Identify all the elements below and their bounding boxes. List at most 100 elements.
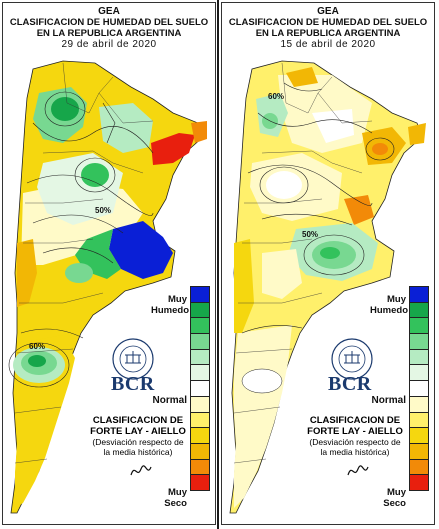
zone-west-dry: [234, 239, 254, 333]
legend-swatch-8: [409, 396, 429, 413]
legend-swatch-10: [409, 428, 429, 444]
title-org: GEA: [317, 6, 339, 17]
classification-line-4: la media histórica): [320, 447, 390, 457]
signature-icon: [130, 465, 152, 476]
soil-moisture-map-april-15: 60% 50%: [229, 60, 426, 514]
legend-color-scale: [190, 286, 210, 491]
classification-line-1: CLASIFICACION DE: [309, 415, 401, 426]
legend-dry-label-line-2: Seco: [383, 498, 406, 509]
bcr-seal-icon: [331, 338, 373, 380]
zone-misiones-dry: [408, 123, 426, 145]
zone-la-pampa-pale: [262, 249, 302, 299]
zone-patagonia-center: [241, 368, 283, 394]
zone-northwest-core: [51, 97, 79, 121]
classification-note: CLASIFICACION DE FORTE LAY - AIELLO (Des…: [300, 415, 410, 457]
zone-la-pampa-wet: [65, 263, 93, 283]
zone-north-white: [312, 109, 354, 143]
province-borders: [14, 62, 154, 464]
province-borders: [233, 62, 373, 464]
legend-swatch-3: [409, 318, 429, 335]
legend-dry-label-line-2: Seco: [164, 498, 187, 509]
classification-line-2: FORTE LAY - AIELLO: [90, 426, 186, 437]
contour-label: 60%: [268, 92, 284, 101]
legend-swatch-2: [409, 302, 429, 319]
legend-swatch-7: [409, 381, 429, 397]
legend-normal-label: Normal: [152, 395, 187, 406]
bcr-logo-text: BCR: [328, 373, 372, 395]
legend-swatch-6: [190, 365, 210, 382]
legend-swatch-6: [409, 365, 429, 382]
zone-northeast-wet: [99, 103, 153, 153]
zone-buenos-aires-very-wet: [109, 221, 173, 279]
zone-central-white: [266, 171, 302, 199]
legend-swatch-11: [190, 443, 210, 460]
legend-swatch-8: [190, 396, 210, 413]
contour-label-secondary: 50%: [95, 206, 111, 215]
legend-swatch-12: [190, 459, 210, 476]
zone-buenos-aires-center: [320, 247, 340, 259]
legend-wet-label-line-2: Humedo: [151, 305, 189, 316]
soil-moisture-map-april-29: 60% 50%: [8, 60, 207, 514]
legend-swatch-4: [409, 334, 429, 350]
bcr-seal-icon: [112, 338, 154, 380]
legend-swatch-1: [190, 286, 210, 303]
legend-swatch-10: [190, 428, 210, 444]
zone-patagonia-wet-core: [28, 355, 46, 367]
title-line-1: CLASIFICACION DE HUMEDAD DEL SUELO: [228, 17, 428, 28]
classification-line-4: la media histórica): [103, 447, 173, 457]
signature-icon: [347, 465, 369, 476]
legend-wet-label-line-1: Muy: [168, 294, 187, 305]
zone-litoral-very-dry: [151, 133, 195, 165]
legend-swatch-7: [190, 381, 210, 397]
classification-line-3: (Desviación respecto de: [309, 437, 401, 447]
legend-swatch-4: [190, 334, 210, 350]
legend-swatch-9: [190, 412, 210, 429]
legend-dry-label-line-1: Muy: [168, 487, 187, 498]
classification-line-1: CLASIFICACION DE: [92, 415, 184, 426]
classification-note: CLASIFICACION DE FORTE LAY - AIELLO (Des…: [83, 415, 193, 457]
legend-swatch-13: [409, 475, 429, 491]
legend-wet-label-line-1: Muy: [387, 294, 406, 305]
zone-litoral-core: [372, 143, 388, 155]
zone-misiones-dry: [191, 121, 207, 143]
map-title-block: GEA CLASIFICACION DE HUMEDAD DEL SUELO E…: [3, 6, 215, 51]
legend-swatch-2: [190, 302, 210, 319]
panel-divider: [217, 0, 219, 529]
legend-swatch-5: [190, 349, 210, 366]
contour-lines: [8, 91, 154, 388]
zone-cordoba-wet: [81, 163, 109, 187]
title-line-1: CLASIFICACION DE HUMEDAD DEL SUELO: [9, 17, 209, 28]
map-date: 15 de abril de 2020: [280, 39, 376, 50]
legend-swatch-11: [409, 443, 429, 460]
legend-swatch-1: [409, 286, 429, 303]
zone-north-dry: [286, 67, 318, 87]
legend-dry-label: Muy Seco: [372, 487, 406, 509]
map-date: 29 de abril de 2020: [61, 39, 157, 50]
classification-line-2: FORTE LAY - AIELLO: [307, 426, 403, 437]
title-org: GEA: [98, 6, 120, 17]
legend-swatch-5: [409, 349, 429, 366]
contour-label: 60%: [29, 342, 45, 351]
contour-label-secondary: 50%: [302, 230, 318, 239]
classification-line-3: (Desviación respecto de: [92, 437, 184, 447]
legend-swatch-12: [409, 459, 429, 476]
zone-west-dry: [17, 239, 37, 307]
legend-swatch-3: [190, 318, 210, 335]
legend-dry-label: Muy Seco: [153, 487, 187, 509]
legend-wet-label: Muy Humedo: [151, 294, 189, 316]
legend-swatch-13: [190, 475, 210, 491]
map-title-block: GEA CLASIFICACION DE HUMEDAD DEL SUELO E…: [222, 6, 434, 51]
legend-dry-label-line-1: Muy: [387, 487, 406, 498]
legend-wet-label-line-2: Humedo: [370, 305, 408, 316]
map-panel-april-29: 60% 50% GEA CLASIFICACION DE HUMEDAD DEL…: [2, 2, 216, 525]
bcr-logo-text: BCR: [111, 373, 155, 395]
title-line-2: EN LA REPUBLICA ARGENTINA: [36, 28, 182, 39]
zone-patagonia-pale: [234, 325, 292, 508]
legend-wet-label: Muy Humedo: [370, 294, 408, 316]
legend-normal-label: Normal: [371, 395, 406, 406]
map-panel-april-15: 60% 50% GEA CLASIFICACION DE HUMEDAD DEL…: [221, 2, 435, 525]
zone-entre-rios-dry: [344, 195, 374, 225]
legend-color-scale: [409, 286, 429, 491]
title-line-2: EN LA REPUBLICA ARGENTINA: [255, 28, 401, 39]
